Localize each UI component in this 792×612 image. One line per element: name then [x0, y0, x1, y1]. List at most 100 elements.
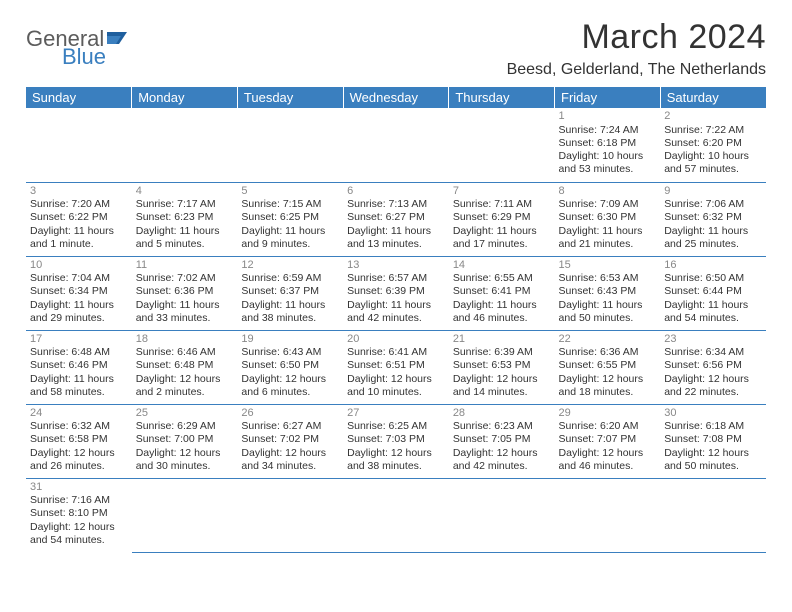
cell-sunrise: Sunrise: 7:09 AM	[559, 198, 657, 211]
day-number: 14	[453, 259, 551, 273]
day-number: 11	[136, 259, 234, 273]
cell-daylight1: Daylight: 12 hours	[30, 521, 128, 534]
cell-sunset: Sunset: 6:53 PM	[453, 359, 551, 372]
calendar-table: Sunday Monday Tuesday Wednesday Thursday…	[26, 87, 766, 553]
cell-daylight2: and 46 minutes.	[559, 460, 657, 473]
cell-sunset: Sunset: 6:32 PM	[664, 211, 762, 224]
cell-sunrise: Sunrise: 6:25 AM	[347, 420, 445, 433]
calendar-cell: 13Sunrise: 6:57 AMSunset: 6:39 PMDayligh…	[343, 256, 449, 330]
cell-daylight1: Daylight: 12 hours	[241, 373, 339, 386]
day-number: 30	[664, 407, 762, 421]
cell-sunset: Sunset: 6:25 PM	[241, 211, 339, 224]
calendar-cell: 7Sunrise: 7:11 AMSunset: 6:29 PMDaylight…	[449, 182, 555, 256]
cell-sunset: Sunset: 6:34 PM	[30, 285, 128, 298]
cell-daylight1: Daylight: 11 hours	[453, 225, 551, 238]
day-number: 20	[347, 333, 445, 347]
calendar-cell	[26, 108, 132, 182]
cell-sunrise: Sunrise: 6:20 AM	[559, 420, 657, 433]
cell-daylight1: Daylight: 12 hours	[30, 447, 128, 460]
cell-sunrise: Sunrise: 7:17 AM	[136, 198, 234, 211]
cell-sunset: Sunset: 6:36 PM	[136, 285, 234, 298]
cell-sunset: Sunset: 6:43 PM	[559, 285, 657, 298]
cell-daylight2: and 22 minutes.	[664, 386, 762, 399]
cell-daylight2: and 9 minutes.	[241, 238, 339, 251]
day-number: 10	[30, 259, 128, 273]
calendar-cell: 2Sunrise: 7:22 AMSunset: 6:20 PMDaylight…	[660, 108, 766, 182]
calendar-cell: 24Sunrise: 6:32 AMSunset: 6:58 PMDayligh…	[26, 404, 132, 478]
calendar-cell: 29Sunrise: 6:20 AMSunset: 7:07 PMDayligh…	[555, 404, 661, 478]
weekday-header: Wednesday	[343, 87, 449, 108]
weekday-header: Tuesday	[237, 87, 343, 108]
calendar-cell: 25Sunrise: 6:29 AMSunset: 7:00 PMDayligh…	[132, 404, 238, 478]
cell-daylight2: and 42 minutes.	[347, 312, 445, 325]
calendar-row: 3Sunrise: 7:20 AMSunset: 6:22 PMDaylight…	[26, 182, 766, 256]
cell-sunrise: Sunrise: 6:23 AM	[453, 420, 551, 433]
cell-sunset: Sunset: 6:55 PM	[559, 359, 657, 372]
day-number: 1	[559, 110, 657, 124]
cell-sunset: Sunset: 6:27 PM	[347, 211, 445, 224]
cell-sunset: Sunset: 6:48 PM	[136, 359, 234, 372]
calendar-cell: 26Sunrise: 6:27 AMSunset: 7:02 PMDayligh…	[237, 404, 343, 478]
cell-sunrise: Sunrise: 6:36 AM	[559, 346, 657, 359]
cell-daylight2: and 50 minutes.	[559, 312, 657, 325]
calendar-cell: 18Sunrise: 6:46 AMSunset: 6:48 PMDayligh…	[132, 330, 238, 404]
day-number: 23	[664, 333, 762, 347]
weekday-header: Thursday	[449, 87, 555, 108]
cell-sunrise: Sunrise: 6:53 AM	[559, 272, 657, 285]
cell-sunset: Sunset: 6:50 PM	[241, 359, 339, 372]
day-number: 2	[664, 110, 762, 124]
cell-sunset: Sunset: 6:22 PM	[30, 211, 128, 224]
cell-sunrise: Sunrise: 7:11 AM	[453, 198, 551, 211]
calendar-cell	[132, 108, 238, 182]
weekday-header: Monday	[132, 87, 238, 108]
cell-sunrise: Sunrise: 6:41 AM	[347, 346, 445, 359]
cell-daylight1: Daylight: 11 hours	[30, 225, 128, 238]
weekday-header-row: Sunday Monday Tuesday Wednesday Thursday…	[26, 87, 766, 108]
cell-daylight1: Daylight: 11 hours	[30, 373, 128, 386]
cell-daylight2: and 10 minutes.	[347, 386, 445, 399]
day-number: 26	[241, 407, 339, 421]
cell-sunset: Sunset: 6:41 PM	[453, 285, 551, 298]
cell-sunrise: Sunrise: 6:43 AM	[241, 346, 339, 359]
cell-sunrise: Sunrise: 6:34 AM	[664, 346, 762, 359]
cell-daylight1: Daylight: 12 hours	[347, 373, 445, 386]
cell-daylight1: Daylight: 10 hours	[664, 150, 762, 163]
day-number: 4	[136, 185, 234, 199]
day-number: 17	[30, 333, 128, 347]
calendar-cell	[449, 478, 555, 552]
cell-sunrise: Sunrise: 6:48 AM	[30, 346, 128, 359]
cell-daylight2: and 6 minutes.	[241, 386, 339, 399]
cell-daylight1: Daylight: 11 hours	[241, 299, 339, 312]
cell-daylight1: Daylight: 12 hours	[664, 447, 762, 460]
calendar-cell	[660, 478, 766, 552]
header-row: General Blue March 2024 Beesd, Gelderlan…	[26, 18, 766, 79]
cell-daylight2: and 30 minutes.	[136, 460, 234, 473]
cell-sunset: Sunset: 6:39 PM	[347, 285, 445, 298]
cell-daylight1: Daylight: 11 hours	[241, 225, 339, 238]
cell-daylight2: and 1 minute.	[30, 238, 128, 251]
calendar-cell: 4Sunrise: 7:17 AMSunset: 6:23 PMDaylight…	[132, 182, 238, 256]
cell-daylight1: Daylight: 10 hours	[559, 150, 657, 163]
calendar-row: 10Sunrise: 7:04 AMSunset: 6:34 PMDayligh…	[26, 256, 766, 330]
calendar-cell: 19Sunrise: 6:43 AMSunset: 6:50 PMDayligh…	[237, 330, 343, 404]
cell-sunrise: Sunrise: 6:29 AM	[136, 420, 234, 433]
cell-daylight1: Daylight: 11 hours	[453, 299, 551, 312]
cell-daylight2: and 21 minutes.	[559, 238, 657, 251]
calendar-cell: 22Sunrise: 6:36 AMSunset: 6:55 PMDayligh…	[555, 330, 661, 404]
cell-sunset: Sunset: 7:08 PM	[664, 433, 762, 446]
logo-line2: Blue	[62, 48, 129, 67]
cell-daylight1: Daylight: 12 hours	[136, 373, 234, 386]
calendar-cell: 30Sunrise: 6:18 AMSunset: 7:08 PMDayligh…	[660, 404, 766, 478]
cell-daylight2: and 25 minutes.	[664, 238, 762, 251]
cell-daylight1: Daylight: 11 hours	[664, 299, 762, 312]
calendar-cell: 16Sunrise: 6:50 AMSunset: 6:44 PMDayligh…	[660, 256, 766, 330]
cell-sunrise: Sunrise: 7:15 AM	[241, 198, 339, 211]
cell-sunset: Sunset: 6:18 PM	[559, 137, 657, 150]
cell-sunset: Sunset: 6:46 PM	[30, 359, 128, 372]
day-number: 18	[136, 333, 234, 347]
calendar-cell: 20Sunrise: 6:41 AMSunset: 6:51 PMDayligh…	[343, 330, 449, 404]
calendar-cell	[237, 108, 343, 182]
cell-sunrise: Sunrise: 7:06 AM	[664, 198, 762, 211]
cell-daylight1: Daylight: 11 hours	[347, 299, 445, 312]
cell-daylight2: and 38 minutes.	[347, 460, 445, 473]
